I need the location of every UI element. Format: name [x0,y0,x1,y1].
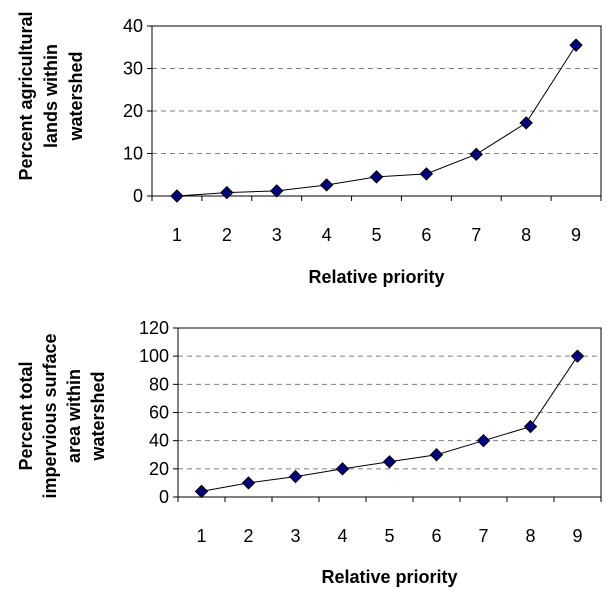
x-tick-label: 2 [243,526,253,546]
x-tick-label: 4 [337,526,347,546]
y-tick-label: 0 [133,186,143,206]
y-axis-title-line: Percent total [16,361,36,470]
data-point-marker [476,433,491,448]
data-point-marker [523,419,538,434]
x-tick-label: 7 [471,225,481,245]
y-axis-title-line: watershed [88,371,108,461]
x-tick-label: 9 [572,526,582,546]
y-tick-label: 0 [159,487,169,507]
y-axis-title-line: lands within [41,44,61,148]
y-tick-label: 120 [139,318,169,338]
y-axis-title-line: area within [64,369,84,463]
data-point-marker [194,484,209,499]
y-axis-title-line: Percent agricultural [16,11,36,180]
y-tick-label: 20 [123,101,143,121]
x-tick-label: 1 [196,526,206,546]
x-tick-label: 3 [272,225,282,245]
data-point-marker [319,178,334,192]
data-point-marker [220,185,234,200]
data-point-marker [241,476,256,490]
x-tick-label: 3 [290,526,300,546]
data-point-marker [335,462,350,476]
data-point-marker [429,448,444,462]
series-line [201,355,578,492]
data-point-marker [570,349,585,363]
x-tick-label: 9 [571,225,581,245]
agricultural-lands-chart: 0 10 20 30 40 1 2 3 4 5 6 7 8 9 Relative priority Perce… [16,11,602,287]
y-tick-label: 40 [123,16,143,36]
x-axis-title: Relative priority [321,567,457,587]
x-tick-label: 2 [222,225,232,245]
x-tick-label: 5 [371,225,381,245]
x-tick-label: 8 [521,225,531,245]
data-point-marker [569,38,583,52]
x-tick-label: 5 [384,526,394,546]
data-point-marker [519,116,533,130]
impervious-surface-chart: 0 20 40 60 80 100 120 1 2 3 4 5 6 7 8 9 Relative priorit… [16,318,602,587]
y-tick-label: 40 [149,431,169,451]
x-tick-label: 1 [172,225,182,245]
y-tick-label: 60 [149,403,169,423]
x-tick-label: 6 [431,526,441,546]
y-tick-label: 30 [123,59,143,79]
data-point-marker [419,167,434,181]
data-point-marker [270,184,284,198]
x-tick-label: 7 [478,526,488,546]
y-tick-label: 100 [139,346,169,366]
data-point-marker [288,469,303,484]
data-point-marker [369,170,384,184]
y-tick-label: 10 [123,144,143,164]
x-axis-title: Relative priority [308,267,444,287]
y-axis-title-line: impervious surface [40,333,60,498]
data-point-marker [469,147,483,162]
y-tick-label: 80 [149,374,169,394]
y-axis-title-line: watershed [66,51,86,141]
x-tick-label: 4 [322,225,332,245]
x-tick-label: 8 [525,526,535,546]
y-tick-label: 20 [149,459,169,479]
y-axis-title: Percent agricultural lands within watershe… [16,11,86,180]
x-tick-label: 6 [421,225,431,245]
data-point-marker [170,189,184,203]
y-axis-title: Percent total impervious surface area with… [16,333,108,498]
data-point-marker [382,455,397,469]
